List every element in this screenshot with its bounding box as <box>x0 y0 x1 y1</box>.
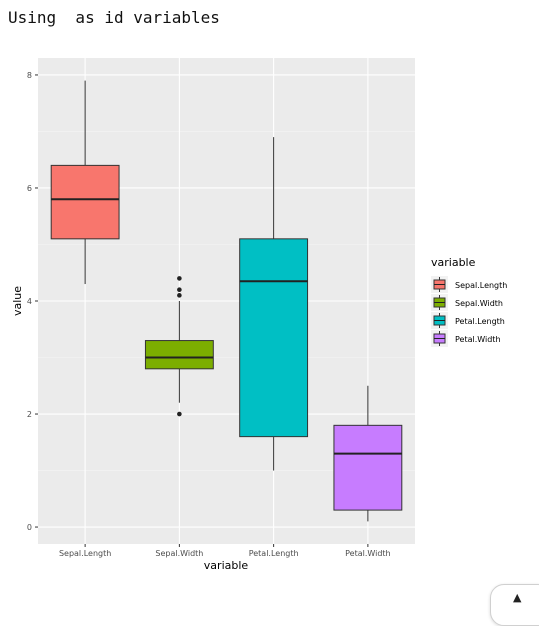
box-iqr <box>50 164 120 240</box>
legend-label: Sepal.Length <box>455 281 507 290</box>
legend-title: variable <box>431 256 476 269</box>
x-tick-label: Sepal.Length <box>59 549 111 558</box>
y-tick-label: 4 <box>27 297 32 306</box>
x-tick-label: Petal.Length <box>249 549 299 558</box>
axes-layer: 0 2 4 6 8 Sepal.Length Sepal.Width Petal.Length… <box>27 71 391 558</box>
legend-label: Sepal.Width <box>455 299 503 308</box>
boxplot-chart: 0 2 4 6 8 Sepal.Length Sepal.Width Petal.Length… <box>11 58 507 572</box>
legend-item-petal-width: Petal.Width <box>431 330 501 347</box>
legend-label: Petal.Length <box>455 317 505 326</box>
legend-label: Petal.Width <box>455 335 501 344</box>
x-tick-label: Sepal.Width <box>155 549 203 558</box>
y-tick-label: 6 <box>27 184 32 193</box>
outlier-point <box>177 411 182 417</box>
outlier-point <box>177 287 182 292</box>
y-tick-label: 8 <box>27 71 32 80</box>
box-iqr <box>239 238 309 438</box>
y-axis-title: value <box>11 286 24 316</box>
y-tick-label: 2 <box>27 410 32 419</box>
scroll-to-top-button[interactable]: ▲ <box>490 584 539 626</box>
x-axis-title: variable <box>204 559 249 572</box>
boxplot-petal-length <box>239 137 309 471</box>
legend-item-petal-length: Petal.Length <box>431 312 505 329</box>
legend: variable Sepal.Length Sepal.Width Petal.Le… <box>431 256 507 347</box>
legend-item-sepal-width: Sepal.Width <box>431 294 503 311</box>
box-iqr <box>333 424 403 511</box>
legend-item-sepal-length: Sepal.Length <box>431 276 507 293</box>
x-tick-label: Petal.Width <box>345 549 391 558</box>
boxplot-sepal-length <box>50 80 120 285</box>
box-iqr <box>144 340 214 370</box>
boxes-layer <box>50 80 403 522</box>
outlier-point <box>177 276 182 281</box>
console-output-line: Using as id variables <box>8 8 220 27</box>
outlier-point <box>177 293 182 298</box>
y-tick-label: 0 <box>27 523 32 532</box>
up-triangle-icon: ▲ <box>513 591 522 604</box>
boxplot-petal-width <box>333 385 403 522</box>
boxplot-sepal-width <box>144 276 214 417</box>
